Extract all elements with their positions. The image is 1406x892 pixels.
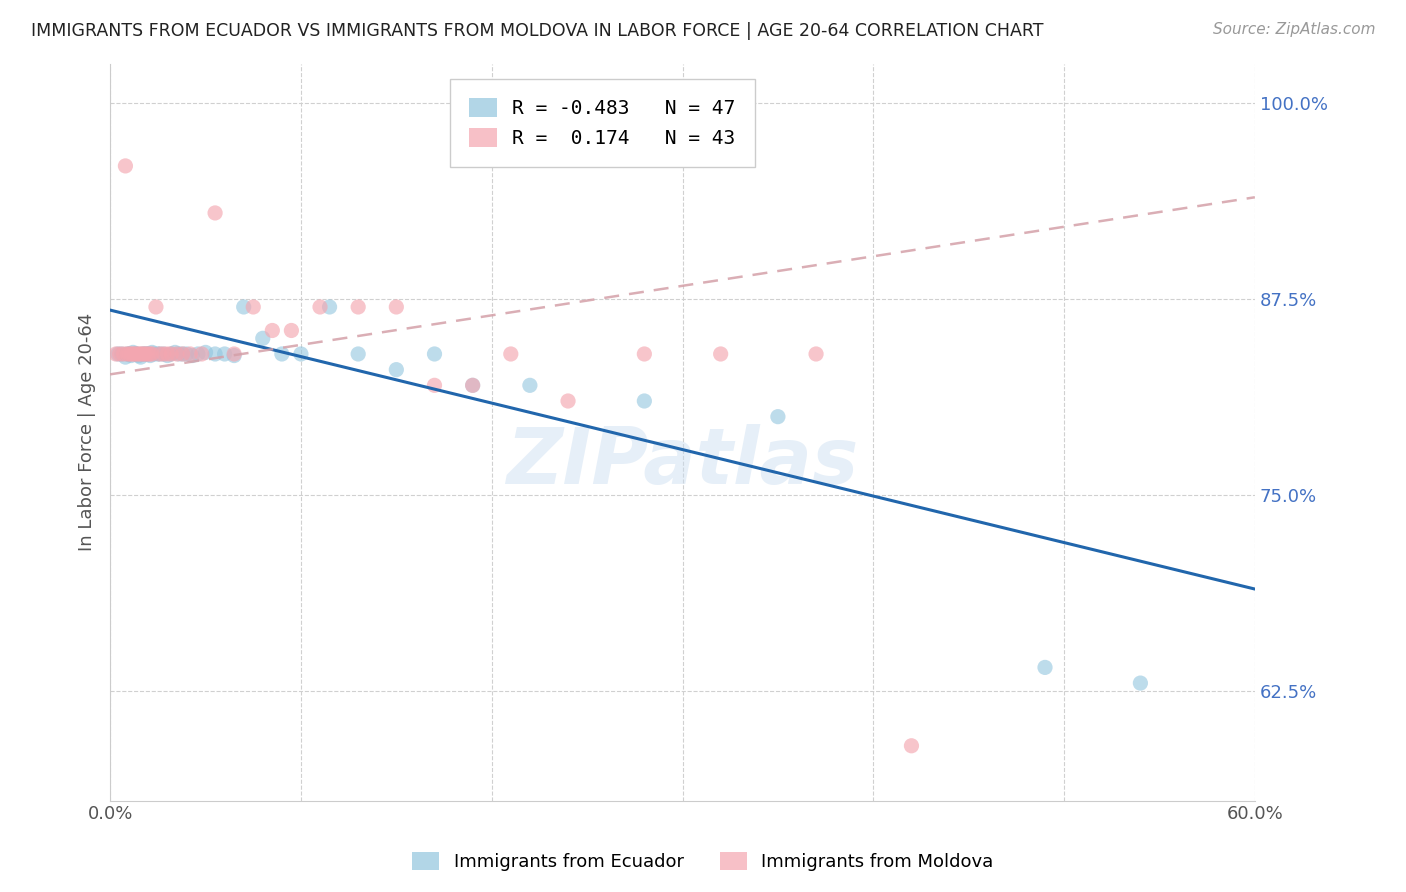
Point xyxy=(633,394,655,409)
Point xyxy=(152,347,174,361)
Point xyxy=(120,349,142,363)
Point xyxy=(172,347,194,361)
Point xyxy=(134,347,156,361)
Point xyxy=(152,347,174,361)
Point xyxy=(156,347,179,361)
Point xyxy=(309,300,332,314)
Point xyxy=(114,350,136,364)
Point xyxy=(104,347,127,361)
Point xyxy=(129,347,152,361)
Point xyxy=(318,300,340,314)
Point xyxy=(804,347,827,361)
Point xyxy=(122,345,145,359)
Point xyxy=(112,347,135,361)
Point xyxy=(160,347,183,361)
Point xyxy=(1033,660,1056,674)
Point xyxy=(149,347,172,361)
Point xyxy=(110,347,132,361)
Point xyxy=(461,378,484,392)
Point xyxy=(214,347,236,361)
Point xyxy=(710,347,733,361)
Point xyxy=(128,349,150,363)
Point xyxy=(131,347,153,361)
Text: Source: ZipAtlas.com: Source: ZipAtlas.com xyxy=(1212,22,1375,37)
Point xyxy=(232,300,254,314)
Point xyxy=(124,347,146,361)
Point xyxy=(1129,676,1152,690)
Point xyxy=(347,300,370,314)
Point xyxy=(179,347,201,361)
Point xyxy=(224,349,246,363)
Point xyxy=(224,347,246,361)
Point xyxy=(120,347,142,361)
Point xyxy=(108,347,131,361)
Point xyxy=(117,347,139,361)
Point xyxy=(141,345,163,359)
Point xyxy=(190,347,212,361)
Point xyxy=(519,378,541,392)
Point xyxy=(204,206,226,220)
Point xyxy=(146,347,169,361)
Point xyxy=(176,347,198,361)
Point xyxy=(290,347,312,361)
Point xyxy=(107,347,129,361)
Legend: Immigrants from Ecuador, Immigrants from Moldova: Immigrants from Ecuador, Immigrants from… xyxy=(405,846,1001,879)
Point xyxy=(114,159,136,173)
Point xyxy=(136,347,159,361)
Point xyxy=(139,349,162,363)
Point xyxy=(141,347,163,361)
Point xyxy=(118,347,141,361)
Point xyxy=(461,378,484,392)
Text: IMMIGRANTS FROM ECUADOR VS IMMIGRANTS FROM MOLDOVA IN LABOR FORCE | AGE 20-64 CO: IMMIGRANTS FROM ECUADOR VS IMMIGRANTS FR… xyxy=(31,22,1043,40)
Point xyxy=(242,300,264,314)
Point xyxy=(135,347,157,361)
Point xyxy=(557,394,579,409)
Point xyxy=(129,350,152,364)
Point xyxy=(125,347,148,361)
Point xyxy=(118,347,141,361)
Point xyxy=(128,347,150,361)
Point xyxy=(131,347,153,361)
Point xyxy=(172,347,194,361)
Point xyxy=(633,347,655,361)
Point xyxy=(499,347,522,361)
Point xyxy=(262,323,284,337)
Point xyxy=(166,347,188,361)
Point xyxy=(385,362,408,376)
Y-axis label: In Labor Force | Age 20-64: In Labor Force | Age 20-64 xyxy=(79,313,96,551)
Point xyxy=(187,347,209,361)
Point xyxy=(143,347,166,361)
Point xyxy=(194,345,217,359)
Point xyxy=(160,347,183,361)
Point xyxy=(280,323,302,337)
Point xyxy=(900,739,922,753)
Point xyxy=(139,347,162,361)
Point xyxy=(181,349,204,363)
Point xyxy=(163,345,186,359)
Point xyxy=(149,347,172,361)
Point xyxy=(204,347,226,361)
Point xyxy=(385,300,408,314)
Point xyxy=(122,347,145,361)
Point xyxy=(766,409,789,424)
Point xyxy=(252,331,274,345)
Point xyxy=(347,347,370,361)
Point xyxy=(270,347,292,361)
Point xyxy=(117,347,139,361)
Point xyxy=(124,347,146,361)
Point xyxy=(136,347,159,361)
Point xyxy=(125,347,148,361)
Point xyxy=(423,378,446,392)
Point xyxy=(156,349,179,363)
Point xyxy=(135,347,157,361)
Point xyxy=(134,347,156,361)
Point xyxy=(423,347,446,361)
Point xyxy=(145,300,167,314)
Point xyxy=(167,347,190,361)
Text: ZIPatlas: ZIPatlas xyxy=(506,424,859,500)
Legend: R = -0.483   N = 47, R =  0.174   N = 43: R = -0.483 N = 47, R = 0.174 N = 43 xyxy=(456,85,749,161)
